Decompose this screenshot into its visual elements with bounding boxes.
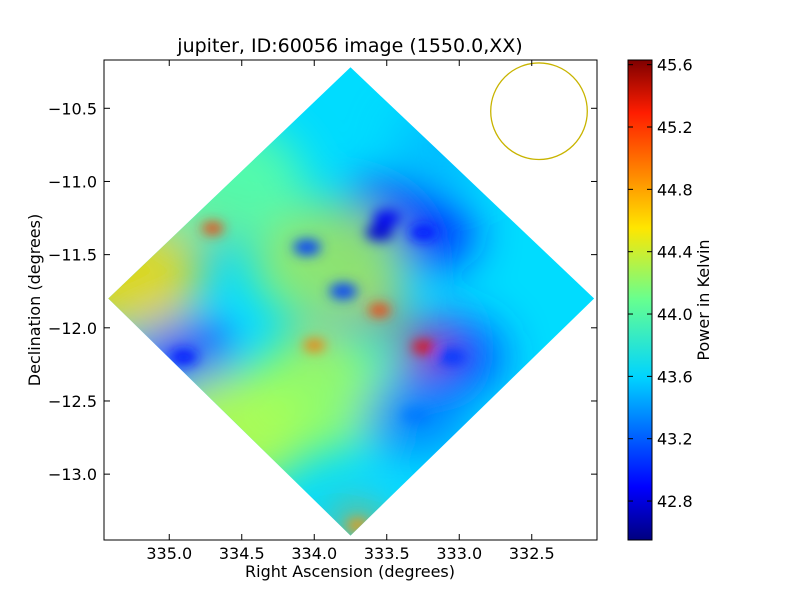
plot-frame: [103, 59, 598, 541]
x-tick-label: 332.5: [509, 544, 555, 563]
y-tick-label: −12.0: [48, 319, 97, 338]
x-tick-label: 333.5: [364, 544, 410, 563]
colorbar: 42.8 43.2 43.6 44.0 44.4 44.8 45.2 45.6 Power i…: [627, 56, 713, 541]
colorbar-ticks: 42.8 43.2 43.6 44.0 44.4 44.8 45.2 45.6: [628, 56, 693, 511]
heatmap-core-cold: [329, 283, 358, 300]
colorbar-tick-label: 43.2: [657, 430, 693, 449]
colorbar-gradient: [628, 60, 652, 540]
beam-circle: [490, 62, 588, 161]
y-axis-label: Declination (degrees): [25, 214, 44, 386]
heatmap-core-cold: [169, 349, 198, 366]
heatmap-core-hot: [201, 222, 224, 235]
colorbar-tick-label: 43.6: [657, 367, 693, 386]
x-axis-label: Right Ascension (degrees): [245, 562, 455, 581]
y-tick-label: −11.0: [48, 172, 97, 191]
heatmap-core-hot: [303, 339, 326, 352]
colorbar-tick-label: 45.2: [657, 118, 693, 137]
chart-title: jupiter, ID:60056 image (1550.0,XX): [176, 35, 522, 57]
colorbar-tick-label: 44.0: [657, 305, 693, 324]
y-tick-label: −10.5: [48, 99, 97, 118]
colorbar-tick-label: 42.8: [657, 492, 693, 511]
colorbar-tick-label: 44.4: [657, 243, 693, 262]
y-tick-label: −11.5: [48, 246, 97, 265]
plot-area: 335.0 334.5 334.0 333.5 333.0 332.5 −10.5 −11.…: [48, 59, 598, 563]
heatmap-core-hot: [368, 304, 391, 317]
colorbar-label: Power in Kelvin: [694, 239, 713, 360]
x-tick-label: 334.0: [291, 544, 337, 563]
y-axis-ticks: −10.5 −11.0 −11.5 −12.0 −12.5 −13.0: [48, 99, 597, 484]
heatmap-core-hot: [412, 340, 434, 353]
heatmap-feature-warm: [243, 333, 400, 454]
x-tick-label: 333.0: [436, 544, 482, 563]
x-axis-ticks: 335.0 334.5 334.0 333.5 333.0 332.5: [146, 60, 555, 563]
x-tick-label: 334.5: [219, 544, 265, 563]
y-tick-label: −13.0: [48, 465, 97, 484]
heatmap-core-cold: [365, 224, 394, 241]
colorbar-frame: [627, 59, 653, 541]
colorbar-tick-label: 44.8: [657, 180, 693, 199]
heatmap-core-cold: [438, 349, 466, 366]
y-tick-label: −12.5: [48, 392, 97, 411]
x-tick-label: 335.0: [146, 544, 192, 563]
heatmap-core-cold: [401, 407, 430, 424]
heatmap-core-cold: [409, 224, 437, 241]
colorbar-tick-label: 45.6: [657, 56, 693, 75]
heatmap-core-cold: [372, 210, 401, 227]
heatmap-core-cold: [293, 239, 321, 256]
